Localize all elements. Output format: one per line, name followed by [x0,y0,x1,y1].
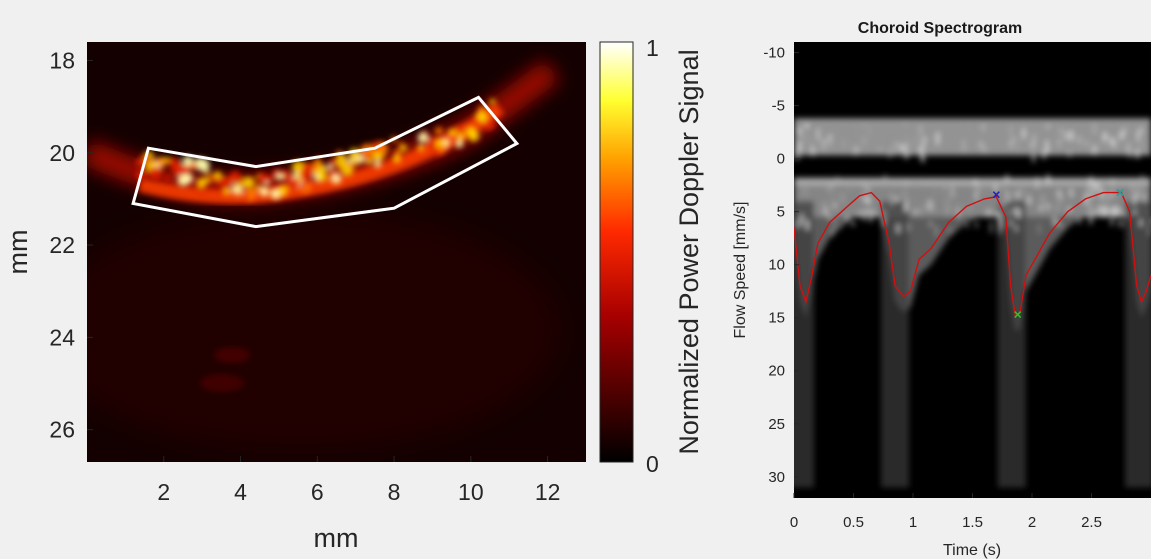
doppler-y-tick-label: 26 [49,417,75,443]
doppler-y-tick-label: 18 [49,47,75,73]
doppler-y-tick-label: 20 [49,140,75,166]
doppler-x-tick-label: 4 [234,479,247,505]
doppler-y-axis-label: mm [3,230,33,275]
spectrogram-x-ticks: 0 0.5 1 1.5 2 2.5 [790,493,1102,531]
colorbar-min-label: 0 [646,451,659,477]
doppler-x-tick-label: 6 [311,479,324,505]
doppler-y-ticks: 18 20 22 24 26 [49,47,93,443]
spectrogram-y-tick-label: 30 [768,469,785,486]
spectrogram-background [794,42,1151,498]
cycle-marker [1014,311,1022,319]
doppler-heat-layer [87,59,561,450]
deep-spot [200,374,244,392]
doppler-x-tick-label: 10 [458,479,484,505]
colorbar-label: Normalized Power Doppler Signal [674,49,704,454]
doppler-x-ticks: 2 4 6 8 10 12 [157,456,560,505]
spectrogram-y-ticks: -10 -5 0 5 10 15 20 25 30 [763,45,799,486]
spectrogram-y-tick-label: 25 [768,416,785,433]
doppler-y-tick-label: 22 [49,232,75,258]
spectrogram-x-tick-label: 0.5 [843,514,864,531]
doppler-y-tick-label: 24 [49,324,75,350]
deep-spot [214,347,250,363]
hot-spots [135,98,496,201]
cycle-markers [992,189,1124,319]
spectrogram-y-tick-label: 10 [768,257,785,274]
doppler-image-panel [87,42,586,462]
spectrogram-y-tick-label: 20 [768,363,785,380]
cycle-marker [992,191,1000,199]
spectrogram-title: Choroid Spectrogram [858,20,1022,37]
spectrogram-y-tick-label: 15 [768,310,785,327]
colorbar: 1 0 Normalized Power Doppler Signal [599,35,704,477]
spectrogram-y-axis-label: Flow Speed [mm/s] [732,202,749,339]
spectrogram-x-tick-label: 2.5 [1081,514,1102,531]
spectrogram-y-tick-label: -5 [772,98,785,115]
spectrogram-y-tick-label: -10 [763,45,785,62]
spectrogram-y-tick-label: 0 [777,151,785,168]
colorbar-max-label: 1 [646,35,659,61]
spectrogram-x-tick-label: 1.5 [962,514,983,531]
deep-tissue-glow [87,210,560,450]
spectrogram-x-tick-label: 0 [790,514,798,531]
spectrogram-x-tick-label: 1 [909,514,917,531]
doppler-x-axis-label: mm [314,523,359,553]
spectrogram-y-tick-label: 5 [777,204,785,221]
envelope-trace [794,191,1151,317]
doppler-x-tick-label: 2 [157,479,170,505]
spectrogram-x-tick-label: 2 [1028,514,1036,531]
colorbar-gradient [599,41,634,463]
spectrogram-x-axis-label: Time (s) [943,542,1001,559]
doppler-x-tick-label: 8 [388,479,401,505]
doppler-x-tick-label: 12 [535,479,561,505]
cycle-marker [1116,189,1124,197]
spectrogram-panel [794,42,1151,498]
roi-outline [131,95,520,229]
